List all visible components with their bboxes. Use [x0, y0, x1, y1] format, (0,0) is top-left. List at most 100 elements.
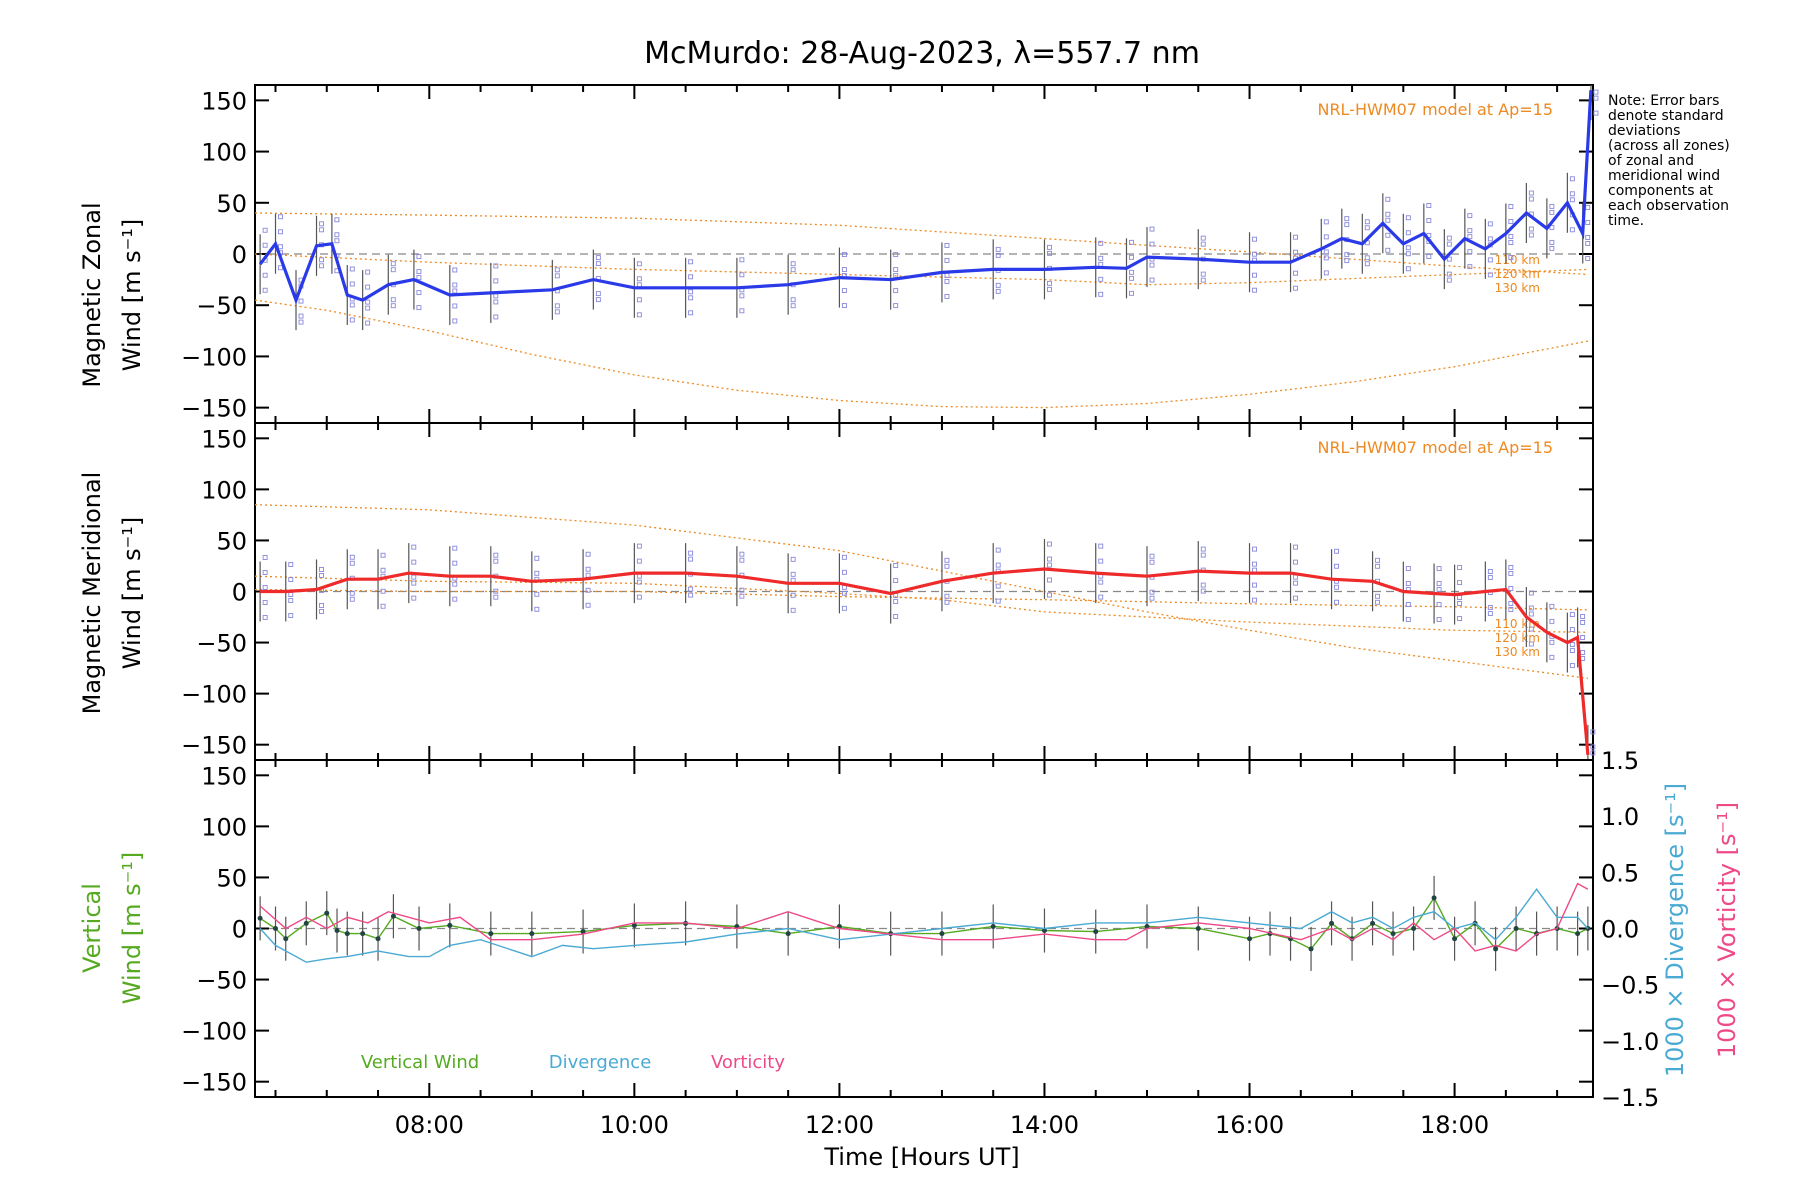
zone-point: [1200, 546, 1206, 552]
zone-point: [595, 297, 601, 303]
zone-point: [493, 588, 499, 594]
zone-point: [1129, 269, 1134, 275]
zone-point: [416, 254, 422, 260]
zone-point: [1580, 614, 1586, 619]
zone-point: [365, 299, 371, 305]
zone-point: [288, 592, 294, 597]
data-point: [1370, 920, 1376, 926]
zone-point: [411, 544, 417, 550]
zone-point: [688, 274, 694, 280]
zone-point: [688, 295, 694, 301]
zone-point: [493, 278, 499, 284]
zone-point: [944, 557, 950, 563]
zone-point: [1098, 255, 1104, 261]
zone-point: [1549, 639, 1555, 645]
zone-point: [995, 562, 1001, 568]
zone-point: [944, 563, 950, 569]
zone-point: [1364, 225, 1370, 231]
data-point: [344, 931, 350, 937]
zone-point: [1098, 558, 1104, 564]
y-tick-label: 0: [232, 579, 247, 607]
zone-point: [688, 550, 694, 556]
y-tick-label: 50: [216, 527, 247, 555]
note-line: time.: [1608, 213, 1644, 229]
zone-point: [739, 551, 745, 557]
zone-point: [1487, 569, 1493, 574]
zone-point: [636, 276, 642, 282]
zone-point: [390, 261, 396, 267]
zone-point: [1528, 626, 1534, 632]
zone-point: [1098, 291, 1104, 297]
zone-point: [1426, 218, 1432, 223]
zone-point: [636, 558, 642, 564]
zone-point: [416, 290, 422, 296]
zone-point: [1252, 251, 1257, 257]
zone-point: [319, 567, 324, 572]
model-curve: [254, 588, 1588, 611]
zone-point: [1569, 663, 1575, 669]
data-point: [1575, 931, 1581, 937]
note-line: each observation: [1608, 198, 1729, 214]
zone-point: [1508, 586, 1514, 591]
y-tick-label: 150: [201, 762, 247, 790]
zone-point: [1446, 241, 1452, 247]
zone-point: [1405, 266, 1411, 272]
note-line: (across all zones): [1608, 138, 1730, 154]
zone-point: [1344, 216, 1350, 222]
zone-point: [636, 543, 642, 549]
zone-point: [1528, 232, 1534, 238]
zone-point: [1047, 592, 1052, 598]
zone-point: [493, 558, 499, 564]
zone-point: [1528, 605, 1534, 611]
data-point: [1308, 946, 1314, 952]
zone-point: [1385, 247, 1391, 253]
zone-point: [1098, 261, 1104, 267]
zone-point: [1047, 562, 1052, 568]
zone-point: [416, 275, 422, 281]
zone-point: [585, 602, 591, 608]
data-point: [488, 931, 494, 937]
zone-point: [1436, 602, 1442, 607]
zone-point: [1129, 239, 1134, 245]
zone-point: [1508, 565, 1514, 570]
zone-point: [1585, 256, 1591, 261]
legend-item: Vorticity: [711, 1052, 785, 1073]
zone-point: [380, 567, 386, 573]
y-tick-label: −50: [196, 292, 247, 320]
data-point: [1329, 920, 1335, 926]
zone-point: [1405, 251, 1411, 257]
zone-point: [1467, 234, 1473, 240]
y-tick-label: 50: [216, 864, 247, 892]
zone-point: [1467, 228, 1473, 234]
divergence-y2label: 1000 × Divergence [s⁻¹]: [1661, 783, 1689, 1077]
zone-point: [841, 554, 847, 560]
zone-point: [1549, 203, 1555, 209]
zone-point: [1047, 541, 1052, 547]
zone-point: [1047, 286, 1052, 292]
zone-point: [1129, 254, 1134, 260]
model-label: NRL-HWM07 model at Ap=15: [1317, 438, 1553, 457]
zone-point: [1252, 546, 1257, 552]
zone-point: [1446, 235, 1452, 241]
data-point: [360, 931, 366, 937]
zone-point: [688, 310, 694, 316]
zone-point: [1047, 577, 1052, 583]
zone-point: [1569, 227, 1575, 233]
x-tick-label: 10:00: [600, 1111, 669, 1139]
zone-point: [262, 555, 268, 560]
zone-point: [1129, 275, 1134, 281]
zone-point: [452, 560, 458, 566]
zone-point: [1047, 244, 1052, 250]
zone-point: [1385, 211, 1391, 217]
zone-point: [1405, 230, 1411, 236]
zone-point: [1580, 635, 1586, 640]
zone-point: [893, 578, 899, 583]
zone-point: [1457, 616, 1463, 622]
zone-point: [636, 312, 642, 318]
zone-point: [739, 293, 745, 299]
y-tick-label: −100: [181, 1018, 247, 1046]
zone-point: [1487, 221, 1493, 227]
zone-point: [534, 591, 540, 597]
zone-point: [1385, 232, 1391, 238]
zone-point: [1446, 256, 1452, 262]
